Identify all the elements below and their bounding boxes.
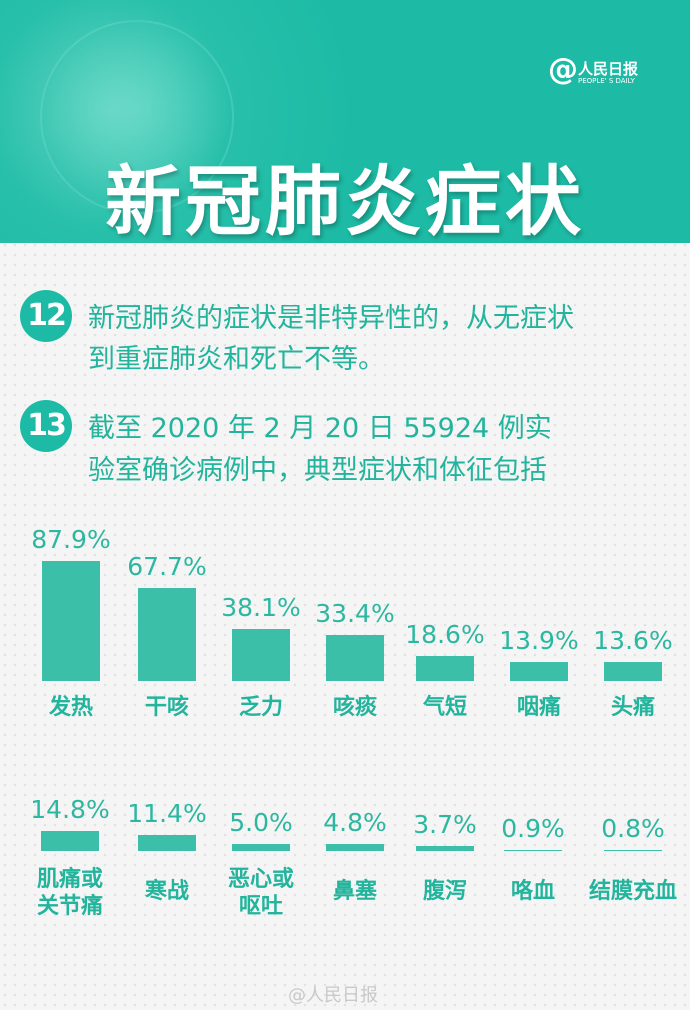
value-label: 13.6%: [593, 626, 673, 656]
category-label: 结膜充血: [588, 879, 677, 904]
bar-mark: [504, 849, 562, 851]
value-label: 5.0%: [229, 808, 293, 838]
logo-text-en: PEOPLE' S DAILY: [578, 77, 635, 85]
bar-mark: [232, 628, 290, 681]
bar-mark: [41, 830, 99, 851]
item-text-line: 截至 2020 年 2 月 20 日 55924 例实: [88, 413, 552, 444]
category-label: 干咳: [144, 695, 189, 720]
category-label: 寒战: [144, 879, 189, 904]
page-title: 新冠肺炎症状: [105, 157, 585, 243]
value-label: 11.4%: [127, 799, 207, 829]
category-label: 头痛: [610, 695, 655, 720]
category-label: 鼻塞: [332, 879, 377, 904]
bar-mark: [42, 560, 100, 681]
bar-mark: [416, 655, 474, 681]
value-label: 13.9%: [499, 625, 579, 655]
category-label: 恶心或 呕吐: [227, 867, 294, 919]
bar-mark: [510, 661, 568, 681]
value-label: 38.1%: [221, 592, 301, 622]
number-badge: 13: [20, 400, 72, 452]
item-text-line: 到重症肺炎和死亡不等。: [88, 344, 385, 375]
number-badge: 12: [20, 290, 72, 342]
category-label: 咯血: [510, 879, 555, 904]
virus-illustration: [40, 20, 234, 214]
bar-mark: [138, 835, 196, 851]
category-label: 发热: [48, 695, 93, 720]
item-text-line: 验室确诊病例中，典型症状和体征包括: [88, 455, 547, 486]
value-label: 3.7%: [413, 809, 477, 839]
value-label: 67.7%: [127, 552, 207, 582]
item-text-line: 新冠肺炎的症状是非特异性的，从无症状: [88, 303, 574, 334]
category-label: 咽痛: [516, 695, 561, 720]
category-label: 乏力: [238, 695, 283, 720]
bar-mark: [416, 845, 474, 851]
value-label: 0.8%: [601, 813, 665, 843]
value-label: 87.9%: [31, 524, 111, 554]
value-label: 4.8%: [323, 808, 387, 838]
value-label: 18.6%: [405, 619, 485, 649]
bar-mark: [138, 588, 196, 681]
category-label: 咳痰: [332, 695, 377, 720]
category-label: 肌痛或 关节痛: [36, 867, 103, 919]
logo-text-cn: 人民日报: [578, 60, 639, 78]
bar-mark: [326, 844, 384, 851]
bar-mark: [604, 662, 662, 681]
bar-mark: [326, 635, 384, 681]
value-label: 33.4%: [315, 599, 395, 629]
category-label: 气短: [422, 695, 467, 720]
value-label: 0.9%: [501, 813, 565, 843]
weibo-watermark: @人民日报: [288, 985, 378, 1006]
bar-mark: [604, 849, 662, 851]
logo-at-icon: @: [548, 52, 578, 87]
category-label: 腹泻: [422, 879, 467, 904]
value-label: 14.8%: [30, 794, 110, 824]
header-banner: @ 人民日报 PEOPLE' S DAILY 新冠肺炎症状: [0, 0, 690, 243]
bar-mark: [232, 844, 290, 851]
